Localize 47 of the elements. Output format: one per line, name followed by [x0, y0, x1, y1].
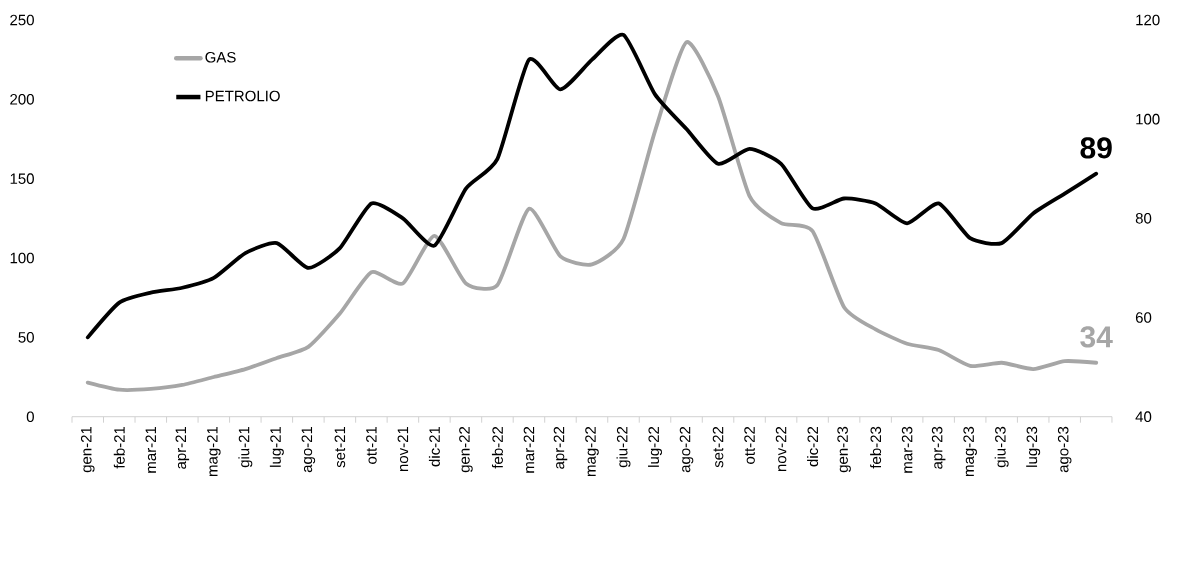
x-tick-label: giu-23	[994, 426, 1009, 468]
x-tick-label: ago-21	[301, 426, 316, 473]
x-tick-label: mag-22	[585, 426, 599, 477]
y-tick-label: 0	[26, 411, 34, 422]
x-tick-label: nov-22	[775, 426, 787, 472]
x-tick-label: apr-21	[175, 426, 190, 469]
x-tick-label: set-22	[712, 426, 724, 468]
y-tick-label: 50	[18, 332, 34, 343]
x-tick-label: gen-23	[837, 426, 851, 473]
y-tick-label: 250	[10, 14, 34, 26]
x-tick-label: ott-21	[366, 426, 377, 464]
x-tick-label: ago-22	[679, 426, 694, 473]
data-label: 34	[1080, 326, 1113, 348]
x-tick-label: nov-21	[397, 426, 409, 472]
x-tick-label: feb-22	[491, 426, 503, 469]
x-tick-label: ago-23	[1057, 426, 1072, 473]
legend-label: PETROLIO	[205, 90, 280, 102]
x-tick-label: dic-21	[428, 426, 440, 467]
legend-label: GAS	[205, 51, 236, 63]
data-label: 89	[1080, 137, 1112, 159]
x-tick-label: lug-21	[269, 426, 284, 467]
x-tick-label: giu-22	[616, 426, 631, 468]
x-tick-label: feb-23	[870, 426, 882, 469]
x-tick-label: lug-23	[1026, 426, 1041, 467]
y-tick-label: 150	[10, 173, 34, 184]
x-tick-label: mar-22	[523, 426, 535, 473]
y2-tick-label: 120	[1136, 14, 1160, 26]
x-tick-label: mar-21	[145, 426, 157, 473]
y2-tick-label: 60	[1135, 312, 1152, 323]
x-tick-label: gen-21	[80, 426, 95, 473]
y2-tick-label: 80	[1135, 213, 1152, 224]
x-tick-label: lug-22	[648, 426, 662, 467]
x-tick-label: apr-23	[931, 426, 946, 469]
y-tick-label: 200	[10, 94, 34, 105]
y2-tick-label: 40	[1135, 411, 1152, 422]
x-tick-label: gen-22	[459, 426, 473, 473]
x-tick-label: mar-23	[901, 426, 913, 473]
y2-tick-label: 100	[1136, 113, 1160, 125]
x-tick-label: mag-21	[207, 426, 221, 477]
x-tick-label: dic-22	[807, 426, 819, 467]
x-tick-label: mag-23	[963, 426, 977, 477]
x-tick-label: set-21	[334, 426, 346, 468]
y-tick-label: 100	[10, 252, 34, 264]
x-tick-label: apr-22	[553, 426, 568, 469]
x-tick-label: feb-21	[113, 426, 125, 469]
x-tick-label: giu-21	[238, 426, 253, 468]
x-tick-label: ott-22	[744, 426, 755, 464]
